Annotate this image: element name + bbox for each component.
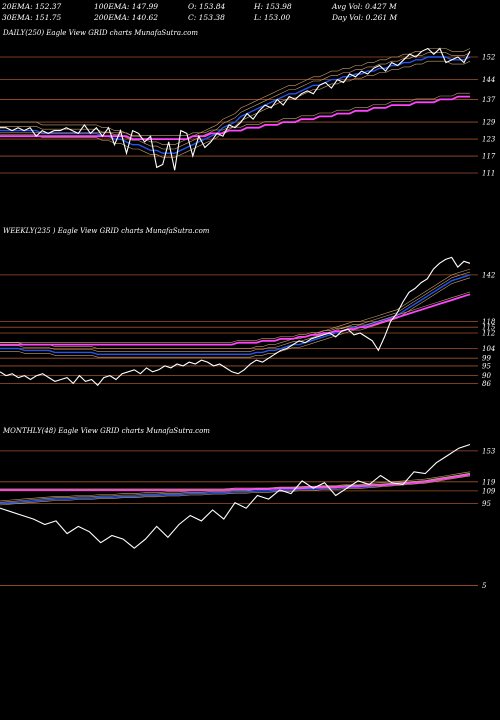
monthly-tick-label: 109 bbox=[482, 487, 496, 495]
monthly-panel-label: MONTHLY(48) Eagle View GRID charts Munaf… bbox=[3, 427, 210, 435]
daily-tick-label: 137 bbox=[482, 96, 496, 104]
monthly-tick-label: 95 bbox=[482, 500, 491, 508]
low-stat: L: 153.00 bbox=[254, 13, 291, 22]
daily-tick-label: 111 bbox=[482, 170, 495, 178]
daily-tick-label: 144 bbox=[482, 76, 495, 84]
ema-stats-header: 20EMA: 152.37 100EMA: 147.99 O: 153.84 H… bbox=[2, 2, 498, 24]
daily-ema-short-line-band bbox=[0, 60, 471, 158]
daily-tick-label: 152 bbox=[482, 53, 496, 61]
daily-tick-label: 123 bbox=[482, 136, 496, 144]
monthly-tick-label: 153 bbox=[482, 447, 496, 455]
weekly-ema-short-line bbox=[0, 274, 471, 355]
ema100-stat: 100EMA: 147.99 bbox=[94, 2, 159, 11]
weekly-tick-label: 118 bbox=[482, 318, 496, 326]
daily-tick-label: 129 bbox=[482, 119, 496, 127]
daily-tick-label: 117 bbox=[482, 153, 496, 161]
monthly-tick-label: 5 bbox=[482, 582, 487, 590]
weekly-ema-short-line-band bbox=[0, 271, 471, 352]
ema20-stat: 20EMA: 152.37 bbox=[2, 2, 62, 11]
weekly-tick-label: 112 bbox=[482, 330, 496, 338]
daily-price-line bbox=[0, 47, 471, 171]
daily-ema-short-line-band bbox=[0, 48, 471, 145]
high-stat: H: 153.98 bbox=[254, 2, 292, 11]
weekly-tick-label: 95 bbox=[482, 362, 491, 370]
weekly-price-line bbox=[0, 256, 471, 387]
weekly-ema-long-line bbox=[0, 293, 471, 346]
ema30-stat: 30EMA: 151.75 bbox=[2, 13, 62, 22]
day-vol-stat: Day Vol: 0.261 M bbox=[332, 13, 398, 22]
weekly-ema-short-line-band bbox=[0, 268, 471, 349]
weekly-tick-label: 99 bbox=[482, 355, 491, 363]
weekly-tick-label: 104 bbox=[482, 345, 495, 353]
daily-panel: 152 144 137 129 123 117 111 bbox=[0, 47, 496, 178]
monthly-ema-short-line-band bbox=[0, 471, 471, 502]
monthly-ema-long-line bbox=[0, 473, 471, 491]
weekly-tick-label: 115 bbox=[482, 324, 496, 332]
ema200-stat: 200EMA: 140.62 bbox=[94, 13, 159, 22]
close-stat: C: 153.38 bbox=[188, 13, 225, 22]
monthly-price-line bbox=[0, 443, 471, 549]
weekly-tick-label: 86 bbox=[482, 380, 491, 388]
open-stat: O: 153.84 bbox=[188, 2, 226, 11]
monthly-ema-short-line-band bbox=[0, 475, 471, 506]
daily-ema-short-line-band bbox=[0, 52, 471, 150]
weekly-panel-label: WEEKLY(235 ) Eagle View GRID charts Muna… bbox=[3, 227, 210, 235]
avg-vol-stat: Avg Vol: 0.427 M bbox=[332, 2, 397, 11]
weekly-ema-long-line-band bbox=[0, 291, 471, 343]
weekly-tick-label: 90 bbox=[482, 372, 491, 380]
weekly-tick-label: 142 bbox=[482, 271, 496, 279]
daily-ema-long-line bbox=[0, 95, 470, 141]
monthly-ema-long-line-band bbox=[0, 473, 471, 490]
daily-panel-label: DAILY(250) Eagle View GRID charts Munafa… bbox=[3, 29, 199, 37]
monthly-tick-label: 119 bbox=[482, 478, 496, 486]
